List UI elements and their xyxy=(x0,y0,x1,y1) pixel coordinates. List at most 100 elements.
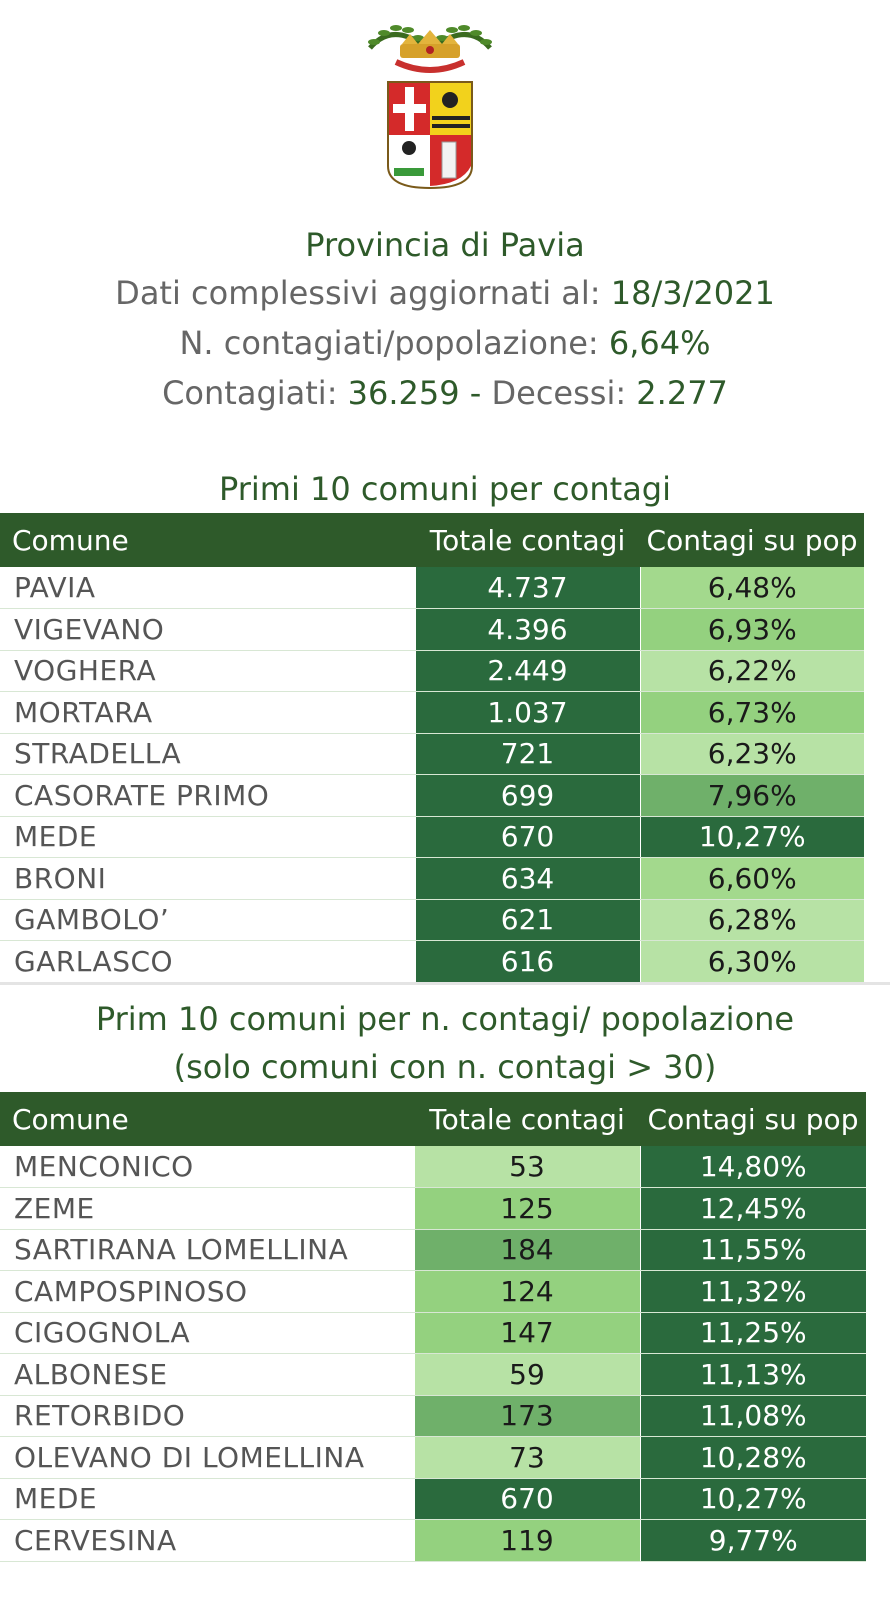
pop-cell: 6,28% xyxy=(640,899,864,941)
table-row: ZEME 125 12,45% xyxy=(0,1187,866,1230)
totale-cell: 59 xyxy=(413,1353,641,1396)
table-row: PAVIA 4.737 6,48% xyxy=(0,567,864,609)
table1-title: Primi 10 comuni per contagi xyxy=(218,470,671,508)
table-row: MENCONICO 53 14,80% xyxy=(0,1146,866,1188)
totale-cell: 721 xyxy=(414,733,641,775)
totale-cell: 670 xyxy=(414,816,641,858)
pop-cell: 6,93% xyxy=(640,608,864,651)
table-row: STRADELLA 721 6,23% xyxy=(0,733,864,775)
totale-cell: 125 xyxy=(413,1187,641,1230)
column-header-comune: Comune xyxy=(0,513,415,567)
table-row: RETORBIDO 173 11,08% xyxy=(0,1395,866,1437)
table-row: CAMPOSPINOSO 124 11,32% xyxy=(0,1270,866,1313)
pop-cell: 11,13% xyxy=(640,1353,866,1396)
pop-cell: 6,48% xyxy=(640,567,864,609)
comune-cell: MEDE xyxy=(0,816,415,858)
pop-cell: 10,27% xyxy=(640,816,864,858)
pop-cell: 6,22% xyxy=(640,650,864,692)
ratio-value: 6,64% xyxy=(608,324,711,362)
pop-cell: 12,45% xyxy=(640,1187,866,1230)
table2-title-line1: Prim 10 comuni per n. contagi/ popolazio… xyxy=(95,1000,795,1038)
comune-cell: CERVESINA xyxy=(0,1519,414,1562)
table-header-row: Comune Totale contagi Contagi su pop xyxy=(0,1092,866,1146)
table-row: GARLASCO 616 6,30% xyxy=(0,940,864,983)
update-date-line: Dati complessivi aggiornati al: 18/3/202… xyxy=(0,268,890,318)
table2-title-line2: (solo comuni con n. contagi > 30) xyxy=(173,1048,717,1086)
pop-cell: 11,32% xyxy=(640,1270,866,1313)
pop-cell: 10,27% xyxy=(640,1478,866,1520)
column-header-totale: Totale contagi xyxy=(415,513,640,567)
totale-cell: 4.396 xyxy=(414,608,641,651)
comune-cell: CAMPOSPINOSO xyxy=(0,1270,414,1313)
comune-cell: VOGHERA xyxy=(0,650,415,692)
pop-cell: 7,96% xyxy=(640,774,864,817)
totale-cell: 670 xyxy=(413,1478,641,1520)
pop-cell: 11,08% xyxy=(640,1395,866,1437)
page-title: Provincia di Pavia xyxy=(305,226,585,264)
pop-cell: 11,55% xyxy=(640,1229,866,1271)
ratio-label: N. contagiati/popolazione: xyxy=(179,324,599,362)
totale-cell: 53 xyxy=(413,1146,641,1188)
totale-cell: 616 xyxy=(414,940,641,983)
pop-cell: 6,23% xyxy=(640,733,864,775)
pop-cell: 6,60% xyxy=(640,857,864,900)
provincia-pavia-crest xyxy=(368,25,492,190)
totale-cell: 2.449 xyxy=(414,650,641,692)
table-row: MEDE 670 10,27% xyxy=(0,816,864,858)
table-row: CERVESINA 119 9,77% xyxy=(0,1519,866,1562)
column-header-pop: Contagi su pop xyxy=(640,513,864,567)
totale-cell: 119 xyxy=(413,1519,641,1562)
pop-cell: 6,30% xyxy=(640,940,864,983)
comune-cell: MEDE xyxy=(0,1478,414,1520)
table-row: CIGOGNOLA 147 11,25% xyxy=(0,1312,866,1354)
table-row: SARTIRANA LOMELLINA 184 11,55% xyxy=(0,1229,866,1271)
table-row: VIGEVANO 4.396 6,93% xyxy=(0,608,864,651)
separator-dash: - xyxy=(469,374,482,412)
comune-cell: STRADELLA xyxy=(0,733,415,775)
comune-cell: CIGOGNOLA xyxy=(0,1312,414,1354)
comune-cell: VIGEVANO xyxy=(0,608,415,651)
pop-cell: 6,73% xyxy=(640,691,864,734)
comune-cell: MENCONICO xyxy=(0,1146,414,1188)
ratio-line: N. contagiati/popolazione: 6,64% xyxy=(0,318,890,368)
section-divider xyxy=(0,982,890,985)
table-row: MORTARA 1.037 6,73% xyxy=(0,691,864,734)
comune-cell: BRONI xyxy=(0,857,415,900)
comune-cell: MORTARA xyxy=(0,691,415,734)
table-row: BRONI 634 6,60% xyxy=(0,857,864,900)
totale-cell: 4.737 xyxy=(414,567,641,609)
comune-cell: SARTIRANA LOMELLINA xyxy=(0,1229,414,1271)
column-header-comune: Comune xyxy=(0,1092,414,1146)
deaths-label: Decessi: xyxy=(491,374,627,412)
pop-cell: 10,28% xyxy=(640,1436,866,1479)
comune-cell: GAMBOLO’ xyxy=(0,899,415,941)
cases-value: 36.259 xyxy=(347,374,460,412)
table-row: CASORATE PRIMO 699 7,96% xyxy=(0,774,864,817)
table-row: MEDE 670 10,27% xyxy=(0,1478,866,1520)
column-header-pop: Contagi su pop xyxy=(640,1092,866,1146)
table-row: ALBONESE 59 11,13% xyxy=(0,1353,866,1396)
comune-cell: CASORATE PRIMO xyxy=(0,774,415,817)
pop-cell: 11,25% xyxy=(640,1312,866,1354)
totale-cell: 124 xyxy=(413,1270,641,1313)
comune-cell: ALBONESE xyxy=(0,1353,414,1396)
totale-cell: 147 xyxy=(413,1312,641,1354)
comune-cell: GARLASCO xyxy=(0,940,415,983)
totale-cell: 621 xyxy=(414,899,641,941)
totale-cell: 184 xyxy=(413,1229,641,1271)
comune-cell: PAVIA xyxy=(0,567,415,609)
deaths-value: 2.277 xyxy=(636,374,728,412)
top-ratio-table: Comune Totale contagi Contagi su pop MEN… xyxy=(0,1092,866,1562)
update-date-value: 18/3/2021 xyxy=(610,274,775,312)
top-cases-table: Comune Totale contagi Contagi su pop PAV… xyxy=(0,513,864,983)
totale-cell: 73 xyxy=(413,1436,641,1479)
table-header-row: Comune Totale contagi Contagi su pop xyxy=(0,513,864,567)
totale-cell: 1.037 xyxy=(414,691,641,734)
table-row: GAMBOLO’ 621 6,28% xyxy=(0,899,864,941)
comune-cell: OLEVANO DI LOMELLINA xyxy=(0,1436,414,1479)
totals-line: Contagiati: 36.259 - Decessi: 2.277 xyxy=(0,368,890,418)
comune-cell: RETORBIDO xyxy=(0,1395,414,1437)
pop-cell: 14,80% xyxy=(640,1146,866,1188)
table-row: VOGHERA 2.449 6,22% xyxy=(0,650,864,692)
comune-cell: ZEME xyxy=(0,1187,414,1230)
